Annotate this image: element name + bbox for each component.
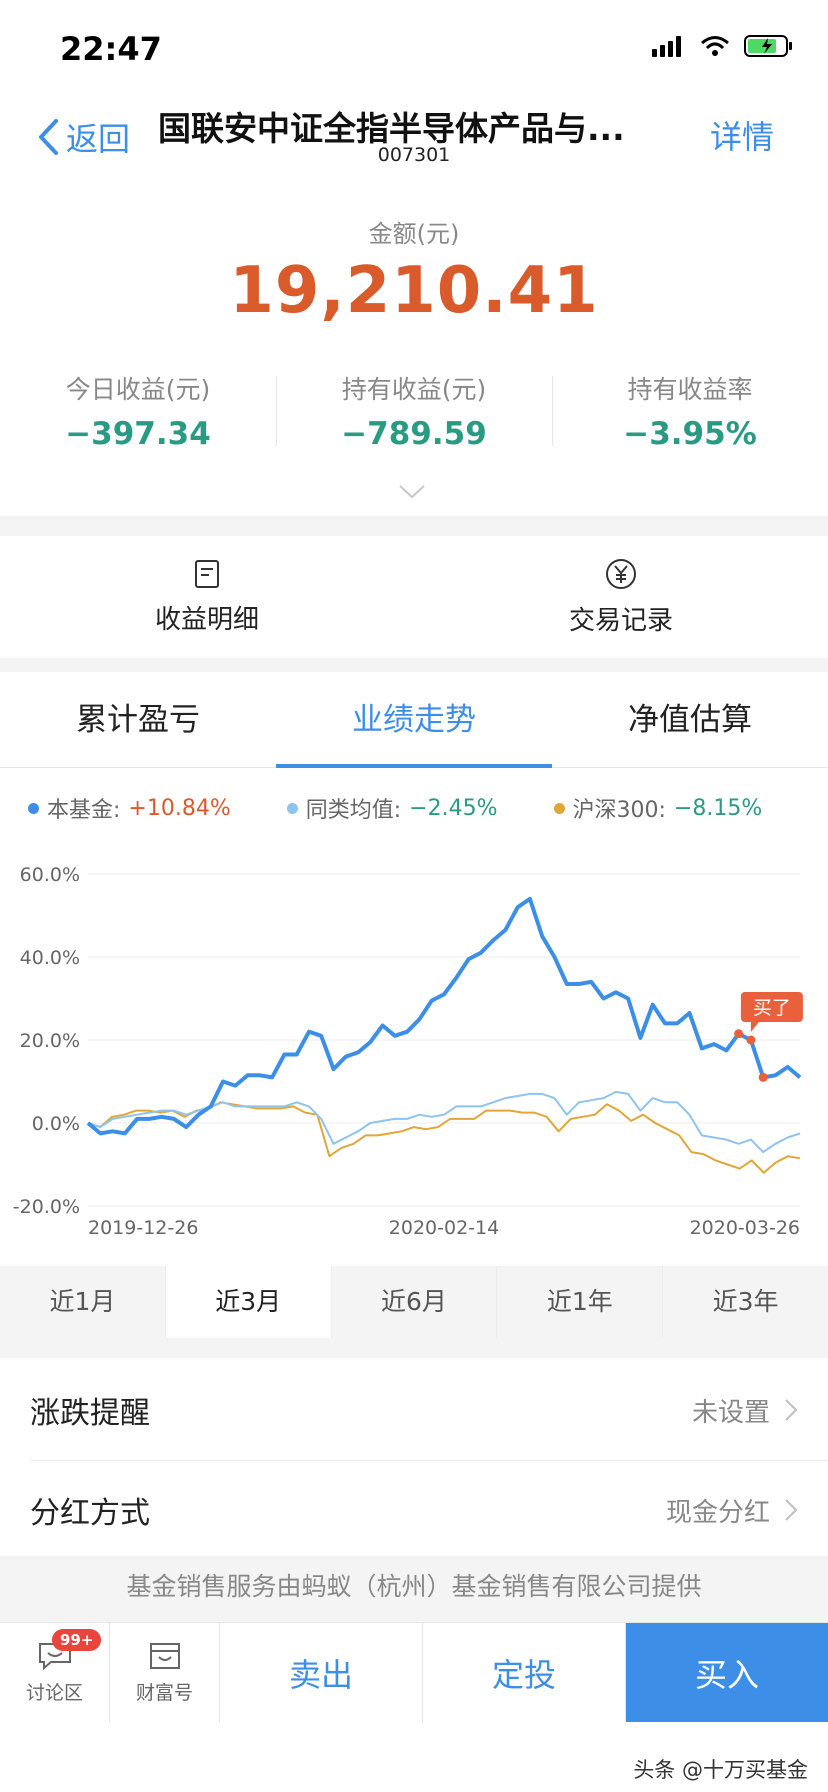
chart-tabs: 累计盈亏 业绩走势 净值估算: [0, 672, 828, 768]
range-tab-1y[interactable]: 近1年: [497, 1266, 664, 1338]
back-label: 返回: [66, 120, 131, 158]
yuan-icon: [606, 558, 636, 589]
stat-label: 今日收益(元): [65, 375, 211, 404]
tab-estimate[interactable]: 净值估算: [628, 702, 752, 738]
legend-dot: [553, 802, 565, 814]
y-tick-label: 40.0%: [20, 947, 80, 969]
auto-invest-button[interactable]: 定投: [423, 1623, 626, 1722]
chart-legend: 本基金: +10.84% 同类均值: −2.45% 沪深300: −8.15%: [28, 792, 762, 824]
buy-marker: [746, 1035, 756, 1045]
legend-dot: [28, 802, 39, 814]
range-tabs: 近1月 近3月 近6月 近1年 近3年: [0, 1266, 828, 1338]
battery-icon: [744, 35, 792, 57]
tab-performance[interactable]: 业绩走势: [276, 672, 552, 768]
stat-label: 持有收益率: [627, 375, 753, 404]
stat-value: −789.59: [341, 416, 487, 452]
alert-title: 涨跌提醒: [30, 1396, 150, 1431]
stats-row: 今日收益(元) −397.34 持有收益(元) −789.59 持有收益率 −3…: [0, 370, 828, 460]
section-gap: [0, 1338, 828, 1358]
tab-cumulative[interactable]: 累计盈亏: [76, 702, 200, 738]
dividend-title: 分红方式: [30, 1496, 150, 1531]
trade-records-label: 交易记录: [568, 605, 673, 636]
page-title: 国联安中证全指半导体产品与...: [158, 109, 625, 148]
fund-code: 007301: [377, 144, 451, 166]
annotation-bubble: [740, 992, 803, 1022]
buy-button[interactable]: 买入: [626, 1623, 828, 1722]
wifi-icon: [701, 36, 729, 56]
legend-value: +10.84%: [128, 795, 231, 821]
amount-value: 19,210.41: [229, 254, 599, 328]
income-detail-button[interactable]: 收益明细: [0, 536, 414, 658]
watermark: 头条 @十万买基金: [633, 1758, 808, 1782]
alert-value-wrap: 未设置: [692, 1392, 798, 1429]
legend-index: 沪深300: −8.15%: [553, 792, 763, 824]
section-gap: [0, 516, 828, 536]
signal-icon: [652, 36, 681, 57]
wealth-label: 财富号: [135, 1682, 193, 1704]
range-tab-3m[interactable]: 近3月: [165, 1266, 332, 1338]
income-detail-label: 收益明细: [154, 604, 259, 635]
bottom-bar: 99+ 讨论区 财富号 卖出 定投 买入: [0, 1622, 828, 1722]
trade-records-button[interactable]: 交易记录: [414, 536, 828, 658]
dividend-value-wrap: 现金分红: [666, 1492, 798, 1529]
sell-button[interactable]: 卖出: [220, 1623, 423, 1722]
row-divider: [30, 1460, 828, 1461]
performance-chart[interactable]: 60.0% 40.0% 20.0% 0.0% -20.0% 2019-12-26 2020-…: [0, 850, 828, 1242]
series-line-fund: [86, 896, 802, 1136]
legend-label: 沪深300:: [572, 798, 666, 823]
y-tick-label: 20.0%: [20, 1030, 80, 1052]
back-button[interactable]: 返回: [36, 114, 130, 160]
chevron-right-icon: [785, 1499, 798, 1521]
status-icons: [652, 34, 794, 58]
legend-value: −8.15%: [673, 795, 763, 821]
sales-note: 基金销售服务由蚂蚁（杭州）基金销售有限公司提供: [0, 1556, 828, 1622]
discuss-badge: 99+: [52, 1629, 102, 1651]
range-tab-3y[interactable]: 近3年: [712, 1287, 779, 1316]
wealth-button[interactable]: 财富号: [110, 1623, 220, 1722]
document-icon: [195, 559, 219, 588]
range-tab-1m[interactable]: 近1月: [0, 1266, 166, 1338]
stat-value: −397.34: [65, 416, 211, 452]
x-tick-label: 2020-02-14: [389, 1217, 499, 1239]
stat-holding: 持有收益(元) −789.59: [276, 370, 552, 460]
range-tab-6m[interactable]: 近6月: [332, 1266, 498, 1338]
legend-peer: 同类均值: −2.45%: [286, 792, 498, 824]
stat-label: 持有收益(元): [341, 375, 487, 404]
stat-rate: 持有收益率 −3.95%: [552, 370, 828, 460]
status-bar: 22:47: [0, 0, 828, 96]
discuss-label: 讨论区: [25, 1682, 83, 1704]
legend-dot: [286, 802, 298, 814]
dividend-value: 现金分红: [665, 1497, 770, 1528]
expand-chevron-icon[interactable]: [398, 484, 426, 500]
section-gap: [0, 658, 828, 672]
stat-today: 今日收益(元) −397.34: [0, 370, 276, 460]
store-icon: [149, 1643, 180, 1669]
annotation-pointer: [750, 1022, 759, 1032]
alert-row[interactable]: 涨跌提醒 未设置: [30, 1360, 828, 1460]
buy-marker: [734, 1029, 744, 1039]
x-tick-label: 2019-12-26: [88, 1217, 198, 1239]
detail-button[interactable]: 详情: [709, 118, 774, 156]
chevron-left-icon: [39, 119, 58, 155]
stat-value: −3.95%: [623, 416, 757, 452]
amount-label: 金额(元): [368, 220, 460, 248]
chevron-right-icon: [785, 1399, 798, 1421]
x-tick-label: 2020-03-26: [690, 1217, 800, 1239]
status-time: 22:47: [60, 30, 162, 68]
discuss-button[interactable]: 99+ 讨论区: [0, 1623, 110, 1722]
legend-label: 本基金:: [47, 798, 121, 823]
dividend-row[interactable]: 分红方式 现金分红: [30, 1460, 828, 1560]
legend-label: 同类均值:: [305, 798, 402, 823]
legend-fund: 本基金: +10.84%: [28, 792, 231, 824]
y-tick-label: 0.0%: [32, 1113, 80, 1135]
y-tick-label: 60.0%: [20, 864, 80, 886]
annotation-label: 买了: [753, 997, 791, 1019]
alert-value: 未设置: [691, 1397, 770, 1428]
quick-actions: 收益明细 交易记录: [0, 536, 828, 658]
nav-bar: 返回 国联安中证全指半导体产品与... 007301 详情: [0, 96, 828, 186]
buy-marker: [758, 1072, 768, 1082]
legend-value: −2.45%: [409, 795, 498, 821]
y-tick-label: -20.0%: [13, 1196, 80, 1218]
